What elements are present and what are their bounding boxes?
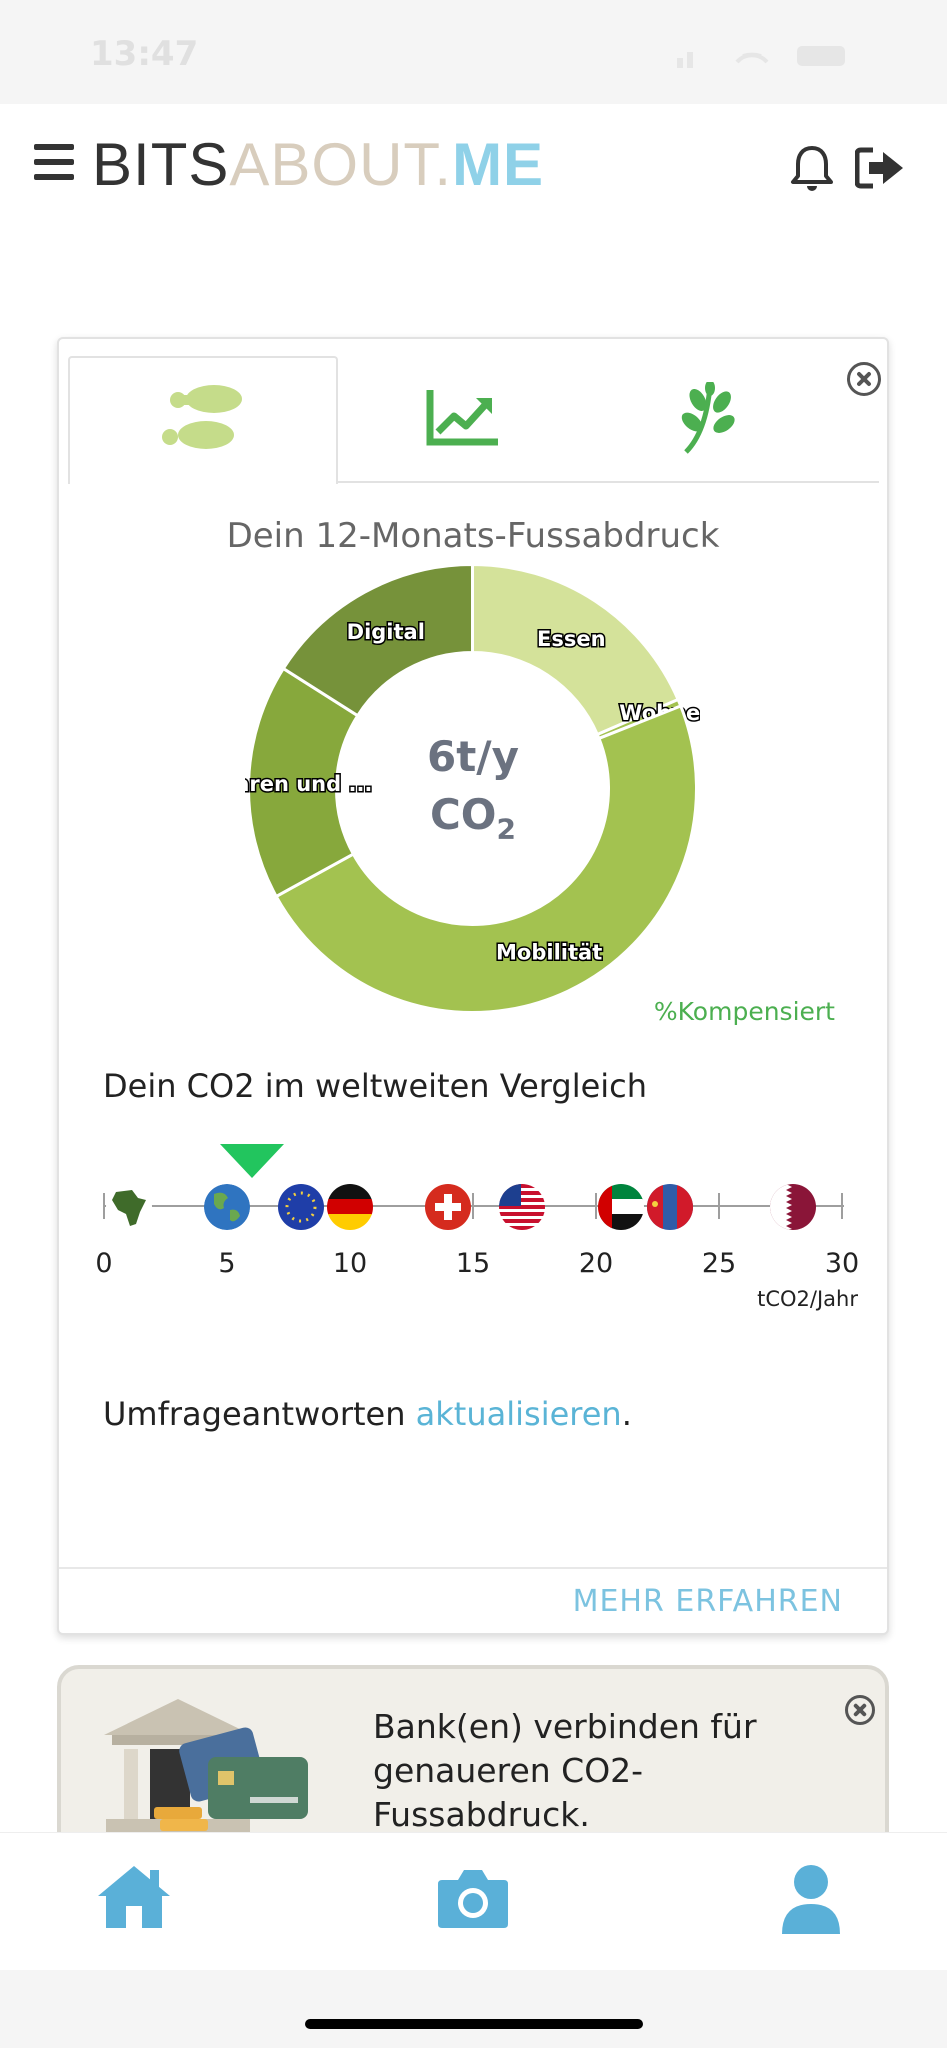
donut-slice[interactable] [281,562,474,718]
plant-icon [681,382,735,454]
app-header: BITSABOUT.ME [0,104,947,224]
close-bank-card-button[interactable] [845,1695,875,1725]
survey-text: Umfrageantworten aktualisieren. [103,1395,632,1433]
bank-cards-illustration [104,1699,308,1833]
camera-icon[interactable] [436,1866,510,1930]
logout-icon[interactable] [855,146,905,190]
home-indicator-area [0,1970,947,2048]
scale-tick [103,1193,105,1219]
close-card-button[interactable] [847,362,881,396]
scale-tick-label: 5 [218,1248,236,1279]
donut-slice[interactable] [274,704,698,1014]
center-unit-sub: 2 [496,812,516,846]
update-survey-link[interactable]: aktualisieren [415,1395,622,1433]
scale-tick [718,1193,720,1219]
comparison-title: Dein CO2 im weltweiten Vergleich [103,1067,648,1105]
flag-switzerland-icon [425,1184,472,1230]
center-label: 6t/y CO2 [373,728,573,858]
profile-icon[interactable] [778,1864,844,1936]
scale-tick [595,1193,597,1219]
donut-slice[interactable] [247,666,360,899]
donut-label: Digital [347,620,425,644]
menu-icon[interactable] [34,144,74,180]
flag-eu-icon [277,1184,324,1230]
flag-germany-icon [327,1184,373,1230]
flag-usa-icon [499,1184,546,1230]
center-value: 6t/y [426,732,520,781]
status-time: 13:47 [90,34,199,74]
brand-logo[interactable]: BITSABOUT.ME [92,131,545,198]
flag-uae-icon [597,1184,644,1230]
home-indicator [305,2019,643,2029]
flag-africa-icon [105,1184,152,1230]
scale-tick-label: 20 [578,1248,614,1279]
donut-chart: EssenWohnenMobilitätWaren und ...Digital [245,562,700,1014]
flag-mongolia-icon [646,1184,693,1230]
flag-qatar-icon [769,1184,816,1230]
compensated-link[interactable]: %Kompensiert [653,997,835,1026]
scale-tick-label: 30 [824,1248,860,1279]
scale-tick-label: 10 [332,1248,368,1279]
tabs-divider [337,481,879,483]
scale-tick-label: 25 [701,1248,737,1279]
donut-label: Mobilität [496,940,602,964]
scale-tick-label: 15 [455,1248,491,1279]
learn-more-button[interactable]: MEHR ERFAHREN [572,1584,843,1619]
center-unit: CO [429,790,497,839]
scale-tick [472,1193,474,1219]
footprint-icon [156,383,248,455]
tab-footprint[interactable] [68,356,338,484]
trending-chart-icon [426,390,498,446]
tab-compensation[interactable] [676,382,738,456]
scale-line [104,1205,844,1207]
card-footer-divider [59,1567,887,1569]
donut-label: Essen [537,627,606,651]
status-bar: 13:47 [0,0,947,104]
scale-tick-label: 0 [95,1248,113,1279]
chart-title: Dein 12-Monats-Fussabdruck [226,516,720,556]
flag-world-icon [204,1184,250,1230]
scale-unit: tCO2/Jahr [757,1287,858,1311]
status-icons [677,46,845,68]
donut-label: Waren und ... [245,772,372,796]
home-icon[interactable] [94,1862,174,1930]
bell-icon[interactable] [790,144,834,192]
bank-connect-text: Bank(en) verbinden für genaueren CO2-Fus… [373,1707,757,1834]
tab-trends[interactable] [426,388,500,448]
your-position-marker [219,1144,284,1178]
scale-tick [841,1193,843,1219]
